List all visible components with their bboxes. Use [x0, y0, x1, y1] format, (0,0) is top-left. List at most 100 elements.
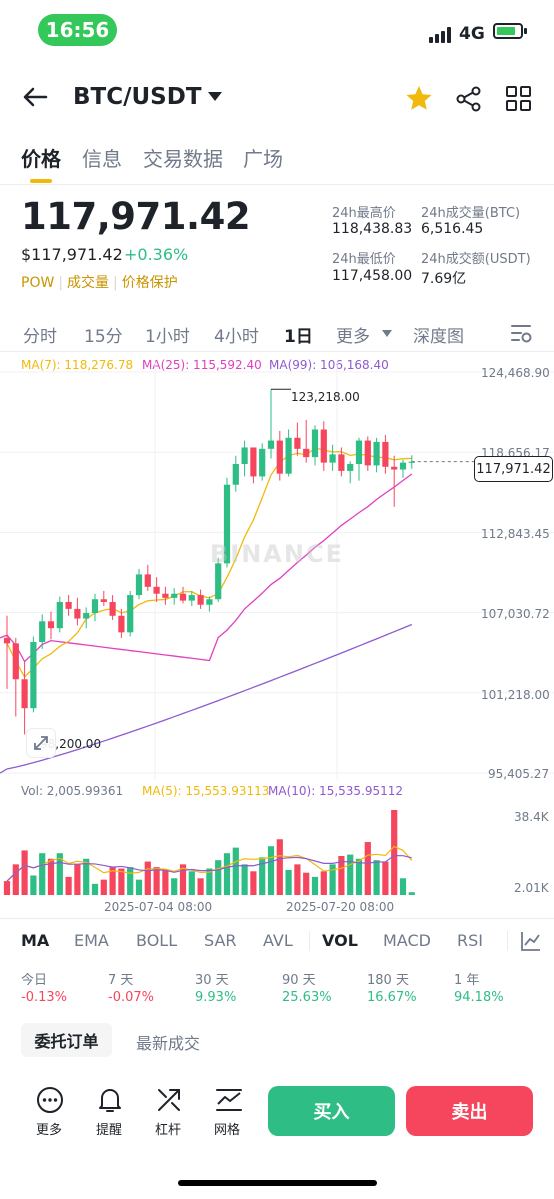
volume-bar [100, 879, 107, 895]
x-tick-1: 2025-07-20 08:00 [286, 900, 395, 914]
candle-body [83, 613, 90, 619]
volume-bar [241, 864, 248, 895]
usd-price: $117,971.42 [21, 245, 123, 264]
perf-value-7d: -0.07% [108, 990, 154, 1005]
volume-bar [364, 842, 371, 895]
pair-title[interactable]: BTC/USDT [73, 84, 202, 110]
buy-button[interactable]: 买入 [268, 1086, 395, 1136]
y-tick-2: 112,843.45 [481, 527, 550, 541]
leverage-label[interactable]: 杠杆 [155, 1123, 182, 1138]
ind-boll[interactable]: BOLL [136, 931, 178, 950]
volume-bar [47, 858, 55, 895]
more-label[interactable]: 更多 [36, 1123, 63, 1138]
back-arrow-icon[interactable] [22, 86, 48, 108]
volume-bar [355, 858, 363, 895]
volume-chart[interactable] [0, 800, 554, 896]
volume-bar [267, 846, 275, 895]
ind-ema[interactable]: EMA [74, 931, 109, 950]
candle-body [188, 595, 195, 601]
tf-15m[interactable]: 15分 [84, 327, 123, 347]
stat-low-value: 117,458.00 [332, 268, 413, 284]
ma25-line [0, 473, 413, 663]
tab-open-orders[interactable]: 委托订单 [21, 1023, 112, 1057]
tab-trading-data[interactable]: 交易数据 [143, 147, 223, 171]
perf-label-today: 今日 [21, 973, 48, 988]
candle-body [294, 437, 301, 449]
ind-avl[interactable]: AVL [263, 931, 293, 950]
tag-price-protection[interactable]: 价格保护 [121, 275, 178, 291]
tab-info[interactable]: 信息 [82, 147, 122, 171]
tf-more-caret-icon[interactable] [382, 330, 392, 337]
chart-settings-icon[interactable] [510, 322, 532, 344]
alert-label[interactable]: 提醒 [96, 1123, 123, 1138]
leverage-icon[interactable] [155, 1086, 183, 1114]
candle-body [408, 461, 415, 463]
volume-bar [303, 872, 310, 895]
share-icon[interactable] [456, 86, 482, 112]
tf-4h[interactable]: 4小时 [214, 327, 259, 347]
candle-body [100, 599, 107, 602]
ind-separator-2 [507, 931, 508, 951]
volume-bar [91, 883, 99, 895]
tf-1d[interactable]: 1日 [284, 327, 313, 347]
candle-body [162, 593, 169, 598]
tab-latest-trades[interactable]: 最新成交 [136, 1034, 201, 1053]
y-tick-3: 107,030.72 [481, 607, 550, 621]
vol-ma5-line [6, 845, 413, 882]
candle-body [171, 593, 178, 598]
stat-vol-usdt-label: 24h成交额(USDT) [421, 252, 531, 267]
volume-bar [144, 861, 151, 895]
expand-chart-button[interactable] [26, 728, 56, 758]
grid-menu-icon[interactable] [506, 86, 532, 112]
volume-bar [179, 864, 187, 895]
more-icon[interactable] [36, 1086, 64, 1114]
tf-depth[interactable]: 深度图 [413, 327, 464, 347]
ind-rsi[interactable]: RSI [457, 931, 483, 950]
volume-bar [382, 861, 389, 895]
vol-y-tick-1: 2.01K [514, 881, 549, 895]
candle-body [206, 599, 213, 605]
candle-body [276, 440, 283, 474]
candle-body [3, 637, 11, 644]
pair-dropdown-icon[interactable] [208, 92, 222, 101]
candle-body [232, 464, 239, 485]
candle-body [303, 448, 310, 458]
grid-trading-icon[interactable] [215, 1086, 243, 1114]
volume-bar [320, 871, 327, 895]
bell-icon[interactable] [96, 1086, 124, 1114]
stat-low-label: 24h最低价 [332, 252, 396, 267]
tag-volume[interactable]: 成交量 [67, 275, 110, 291]
candlestick-chart[interactable] [0, 360, 554, 780]
tf-timeline[interactable]: 分时 [23, 327, 57, 347]
volume-bar [12, 864, 19, 895]
tab-square[interactable]: 广场 [243, 147, 283, 171]
ind-ma[interactable]: MA [21, 931, 50, 950]
candle-body [47, 621, 55, 629]
tag-pow[interactable]: POW [21, 275, 55, 291]
tf-1h[interactable]: 1小时 [145, 327, 190, 347]
tab-underline [30, 179, 52, 183]
candle-body [347, 464, 354, 471]
perf-label-30d: 30 天 [195, 973, 229, 988]
volume-bar [39, 853, 46, 895]
perf-label-7d: 7 天 [108, 973, 134, 988]
tabs-divider [0, 184, 554, 185]
grid-label[interactable]: 网格 [214, 1123, 241, 1138]
ind-vol[interactable]: VOL [322, 931, 358, 950]
candle-body [127, 595, 134, 633]
y-tick-4: 101,218.00 [481, 688, 550, 702]
star-icon[interactable] [405, 85, 433, 111]
candle-body [391, 466, 398, 470]
ind-sar[interactable]: SAR [204, 931, 237, 950]
indicator-settings-icon[interactable] [520, 930, 542, 952]
stat-vol-usdt-value: 7.69亿 [421, 271, 467, 287]
tab-price[interactable]: 价格 [21, 147, 61, 171]
volume-bar [30, 875, 37, 895]
candle-body [12, 643, 19, 680]
volume-bar [223, 853, 231, 895]
perf-label-1y: 1 年 [454, 973, 480, 988]
candle-body [109, 601, 116, 616]
ind-macd[interactable]: MACD [383, 931, 431, 950]
sell-button[interactable]: 卖出 [406, 1086, 533, 1136]
tf-more[interactable]: 更多 [336, 327, 370, 347]
